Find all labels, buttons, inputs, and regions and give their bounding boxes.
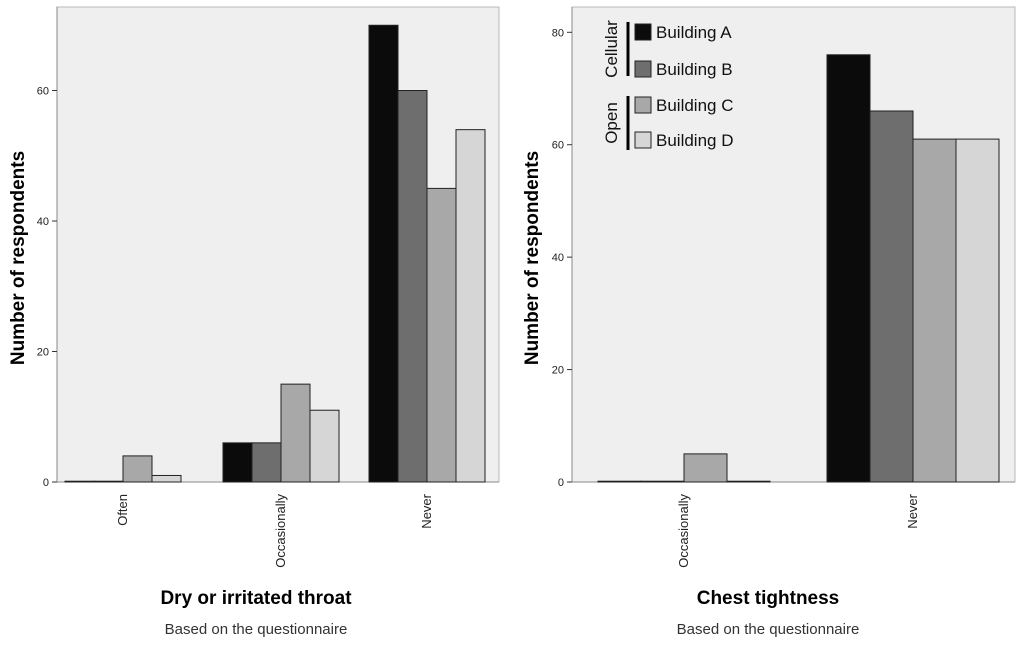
bar-building-b-often [93, 480, 124, 483]
legend-label-building-a: Building A [656, 23, 732, 42]
bar-building-d-often [151, 474, 182, 483]
y-tick-label: 80 [552, 27, 564, 39]
legend-label-building-b: Building B [656, 60, 733, 79]
chart-chest-tightness-svg: 0 20 40 60 80 Number of respondents Occasional… [522, 6, 1016, 568]
bar-building-d-never [955, 138, 1000, 483]
y-axis-label: Number of respondents [8, 151, 29, 365]
bar-building-a-often [64, 480, 95, 483]
legend-label-building-d: Building D [656, 131, 734, 150]
y-tick-label: 60 [37, 86, 49, 98]
bar-building-a-never [826, 54, 871, 483]
x-tick-label-never: Never [419, 493, 434, 528]
legend-group-label-open: Open [602, 102, 621, 144]
bar-building-c-occasionally [683, 453, 728, 483]
bar-building-d-occasionally [726, 480, 771, 483]
legend-group-label-cellular: Cellular [602, 20, 621, 78]
x-tick-label-occasionally: Occasionally [273, 494, 288, 568]
bar-building-d-occasionally [309, 409, 340, 483]
chart-chest-tightness-subtitle: Based on the questionnaire [676, 621, 860, 638]
chart-dry-throat-title: Dry or irritated throat [160, 588, 352, 609]
chart-dry-throat-svg: 0 20 40 60 Number of respondents Often Occasio… [8, 6, 500, 568]
bar-building-b-occasionally [640, 480, 685, 483]
bar-building-c-often [122, 455, 153, 483]
chart-chest-tightness: 0 20 40 60 80 Number of respondents Occasional… [512, 0, 1024, 645]
bar-building-d-never [455, 129, 486, 483]
x-tick-label-occasionally: Occasionally [676, 494, 691, 568]
y-tick-label: 40 [37, 216, 49, 228]
y-tick-label: 0 [558, 477, 564, 489]
y-axis-label: Number of respondents [522, 151, 543, 365]
y-tick-label: 40 [552, 252, 564, 264]
chart-dry-throat-subtitle: Based on the questionnaire [164, 621, 348, 638]
bar-building-b-occasionally [251, 442, 282, 483]
legend-swatch-building-a [634, 23, 652, 41]
chart-chest-tightness-title: Chest tightness [696, 588, 840, 609]
bar-building-a-occasionally [222, 442, 253, 483]
legend-label-building-c: Building C [656, 96, 734, 115]
legend-swatch-building-d [634, 131, 652, 149]
bar-building-c-never [426, 187, 457, 483]
y-tick-label: 20 [37, 347, 49, 359]
bar-building-c-never [912, 138, 957, 483]
bar-building-a-occasionally [597, 480, 642, 483]
y-tick-label: 0 [43, 477, 49, 489]
legend-swatch-building-c [634, 96, 652, 114]
y-tick-label: 60 [552, 140, 564, 152]
y-tick-label: 20 [552, 365, 564, 377]
legend: Cellular Building A Building B Open Building… [602, 20, 734, 150]
x-tick-label-often: Often [115, 494, 130, 526]
bar-building-a-never [368, 24, 399, 483]
legend-swatch-building-b [634, 60, 652, 78]
x-tick-label-never: Never [905, 493, 920, 528]
bar-building-b-never [397, 90, 428, 483]
bar-building-b-never [869, 110, 914, 483]
chart-dry-throat: 0 20 40 60 Number of respondents Often Occasio… [8, 6, 500, 638]
bar-building-c-occasionally [280, 383, 311, 483]
